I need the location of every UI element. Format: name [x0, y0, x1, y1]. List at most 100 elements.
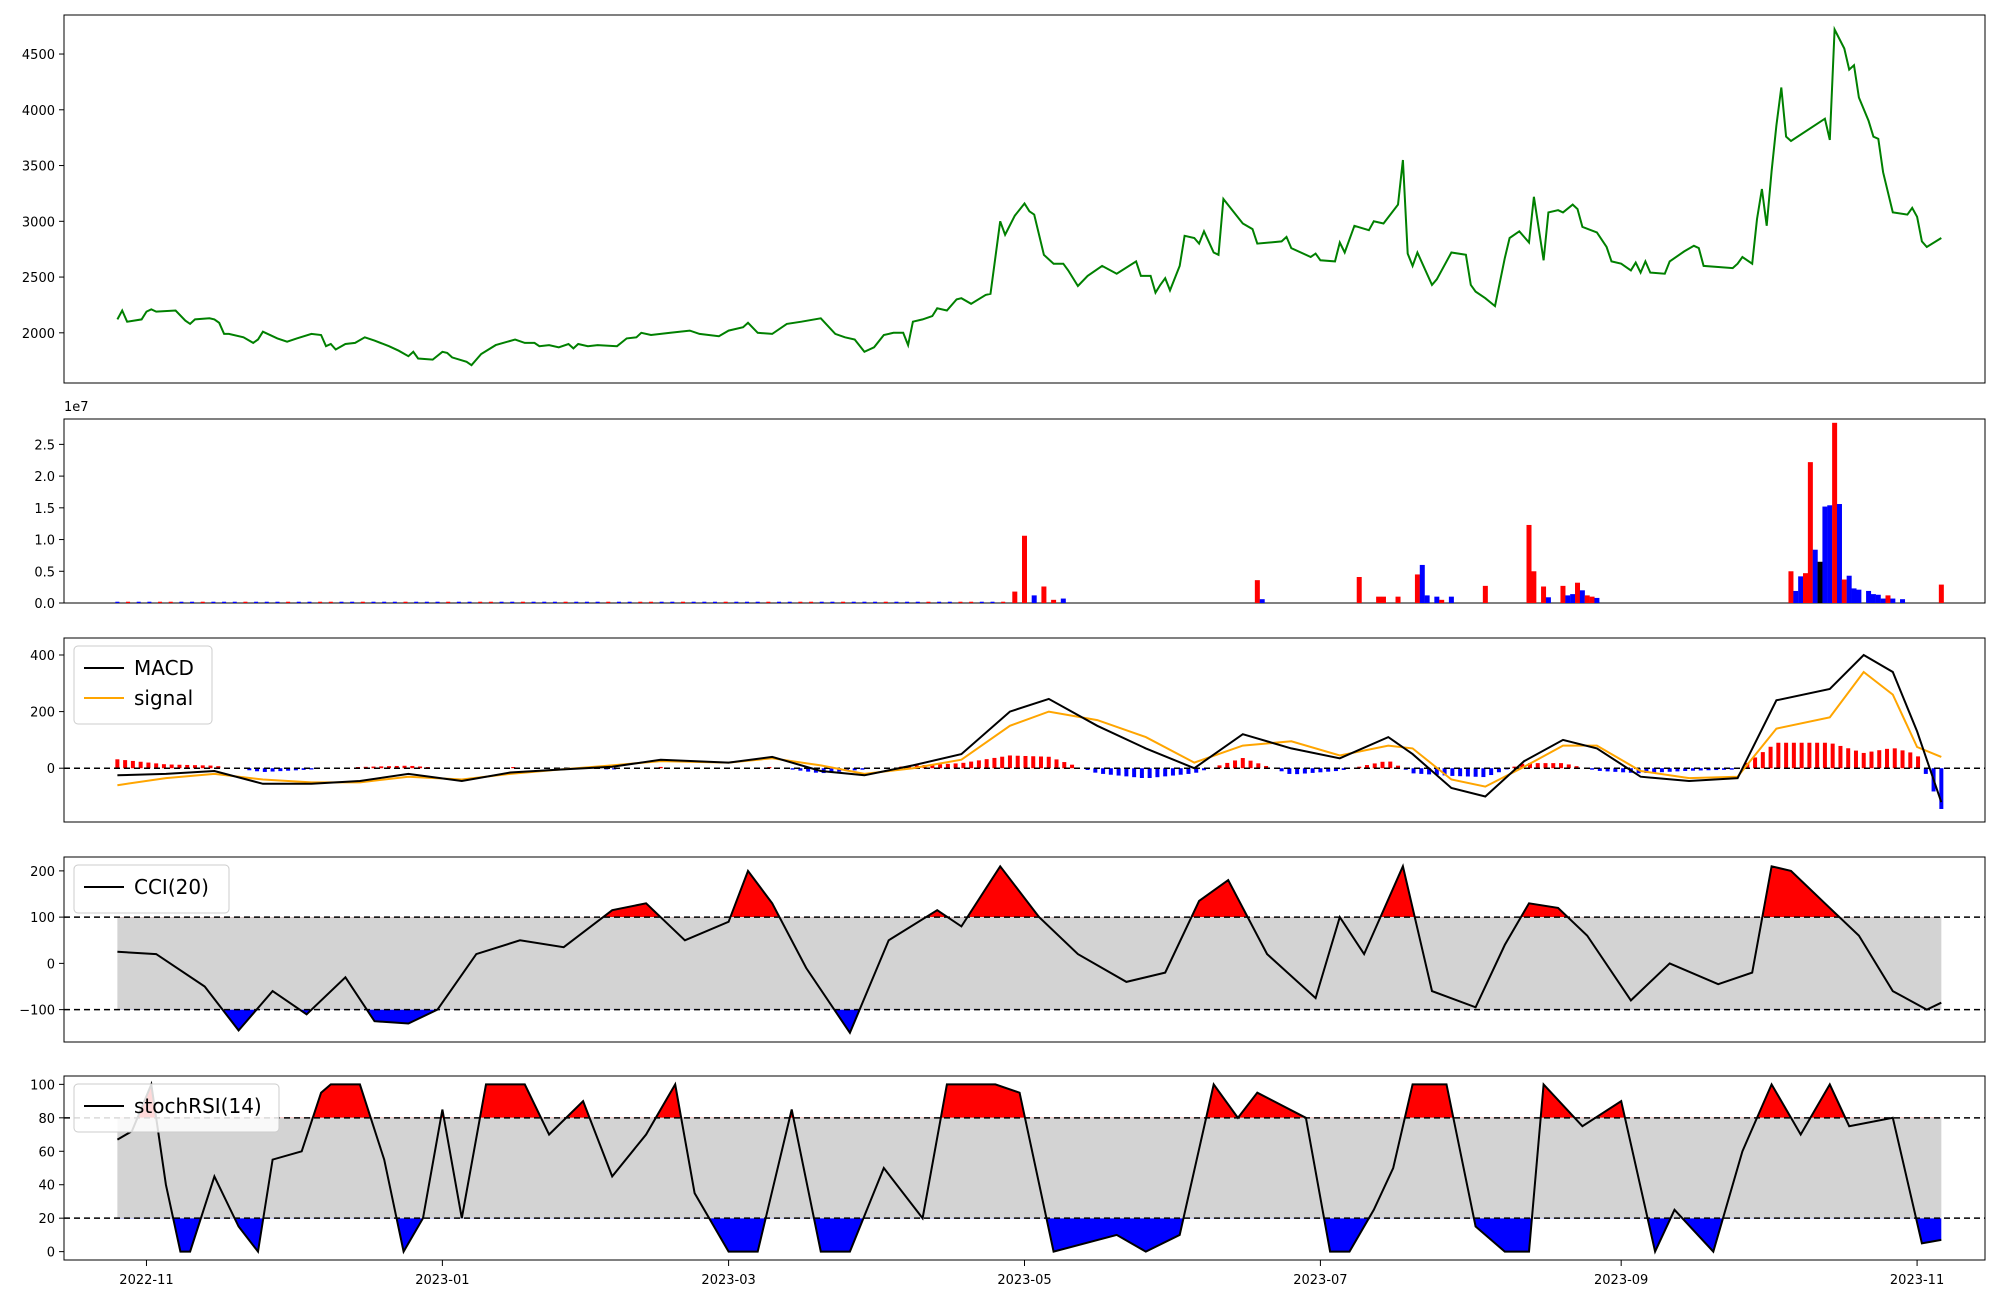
- oversold-fill: [117, 1218, 1942, 1252]
- macd-histogram-bar: [177, 764, 182, 769]
- volume-bar: [1856, 589, 1862, 603]
- macd-histogram-bar: [1434, 768, 1439, 775]
- volume-bar: [1866, 590, 1872, 603]
- macd-histogram-bar: [1489, 768, 1494, 776]
- volume-bar: [1851, 588, 1857, 603]
- neutral-band: [117, 1117, 1942, 1219]
- macd-histogram-bar: [1287, 768, 1292, 774]
- macd-histogram-bar: [138, 761, 143, 769]
- macd-histogram-bar: [1659, 768, 1664, 773]
- volume-bar: [456, 601, 461, 603]
- y-tick-label: 3500: [22, 160, 55, 175]
- volume-bar: [478, 601, 483, 603]
- macd-histogram-bar: [1007, 755, 1012, 769]
- macd-histogram-bar: [1194, 768, 1199, 773]
- volume-bar: [531, 601, 536, 603]
- macd-histogram-bar: [1667, 768, 1672, 772]
- macd-histogram-bar: [1807, 742, 1812, 769]
- macd-histogram-bar: [1364, 765, 1369, 769]
- macd-histogram-bar: [270, 768, 275, 772]
- macd-histogram-bar: [1916, 756, 1921, 769]
- volume-bar: [713, 601, 718, 603]
- axes-frame: [63, 637, 1986, 823]
- volume-bar: [1565, 595, 1571, 603]
- volume-bar: [542, 601, 547, 603]
- axes-frame: [63, 14, 1986, 384]
- macd-histogram-bar: [1892, 748, 1897, 769]
- y-tick-label: −100: [19, 1004, 55, 1019]
- macd-histogram-bar: [379, 766, 384, 769]
- macd-histogram-bar: [161, 764, 166, 769]
- macd-histogram-bar: [146, 762, 151, 769]
- macd-histogram-bar: [1465, 768, 1470, 777]
- macd-histogram-bar: [1108, 768, 1113, 775]
- macd-histogram-bar: [1683, 768, 1688, 771]
- legend-label: CCI(20): [134, 875, 209, 899]
- volume-bar: [1900, 599, 1906, 603]
- volume-bar: [1832, 422, 1838, 603]
- volume-bar: [648, 601, 653, 603]
- macd-histogram-bar: [1559, 763, 1564, 769]
- macd-histogram-bar: [1155, 768, 1160, 778]
- volume-bar: [883, 601, 888, 603]
- x-tick-label: 2023-01: [415, 1273, 469, 1288]
- macd-histogram-bar: [852, 768, 857, 771]
- macd-histogram-bar: [1652, 768, 1657, 773]
- y-tick-label: 200: [30, 865, 55, 880]
- volume-bar: [723, 601, 728, 603]
- x-tick-label: 2023-09: [1594, 1273, 1648, 1288]
- volume-bar: [264, 601, 269, 603]
- macd-histogram-bar: [1186, 768, 1191, 774]
- macd-histogram-bar: [1038, 756, 1043, 769]
- macd-histogram-bar: [1310, 768, 1315, 773]
- macd-histogram-bar: [961, 762, 966, 769]
- macd-histogram-bar: [154, 763, 159, 769]
- volume-bar: [499, 601, 504, 603]
- macd-histogram-bar: [1939, 768, 1944, 809]
- macd-histogram-bar: [1101, 768, 1106, 774]
- macd-histogram-bar: [1147, 768, 1152, 778]
- macd-histogram-bar: [511, 767, 516, 769]
- macd-histogram-bar: [1326, 768, 1331, 772]
- volume-bar: [616, 601, 621, 603]
- volume-bar: [115, 601, 120, 603]
- volume-bar: [563, 601, 568, 603]
- volume-bar: [926, 601, 931, 603]
- macd-histogram-bar: [200, 765, 205, 769]
- macd-histogram-bar: [930, 764, 935, 769]
- volume-bar: [467, 601, 472, 603]
- volume-bar: [1579, 590, 1585, 603]
- volume-bar: [1051, 599, 1057, 603]
- volume-bar: [830, 601, 835, 603]
- volume-bar: [1885, 595, 1891, 603]
- volume-bar: [318, 601, 323, 603]
- macd-histogram-bar: [790, 768, 795, 770]
- y-tick-label: 20: [38, 1212, 55, 1227]
- macd-histogram-bar: [169, 764, 174, 769]
- volume-bar: [766, 601, 771, 603]
- price-panel: 2000 2500 3000 3500 4000 4500: [22, 14, 1986, 384]
- volume-bar: [958, 601, 963, 603]
- macd-histogram-bar: [1481, 768, 1486, 778]
- macd-histogram-bar: [658, 766, 663, 769]
- volume-bar: [126, 601, 131, 603]
- volume-bar: [702, 601, 707, 603]
- volume-bar: [691, 601, 696, 603]
- cci-panel: −100 0 100 200 CCI(20): [19, 856, 1986, 1043]
- macd-histogram-bar: [984, 759, 989, 769]
- volume-bar: [1846, 575, 1852, 603]
- volume-bar: [254, 601, 259, 603]
- volume-bar: [158, 601, 163, 603]
- macd-histogram-bar: [1714, 768, 1719, 771]
- volume-bar: [1380, 596, 1386, 603]
- legend-label: MACD: [134, 656, 194, 680]
- macd-histogram-bar: [1535, 763, 1540, 769]
- macd-histogram-bar: [301, 768, 306, 770]
- volume-bar: [755, 601, 760, 603]
- macd-histogram-bar: [216, 766, 221, 769]
- volume-bar: [979, 601, 984, 603]
- macd-histogram-bar: [1248, 760, 1253, 769]
- stochrsi-panel: 0 20 40 60 80 100 stochRSI(14): [30, 1075, 1986, 1261]
- x-tick-label: 2023-05: [997, 1273, 1051, 1288]
